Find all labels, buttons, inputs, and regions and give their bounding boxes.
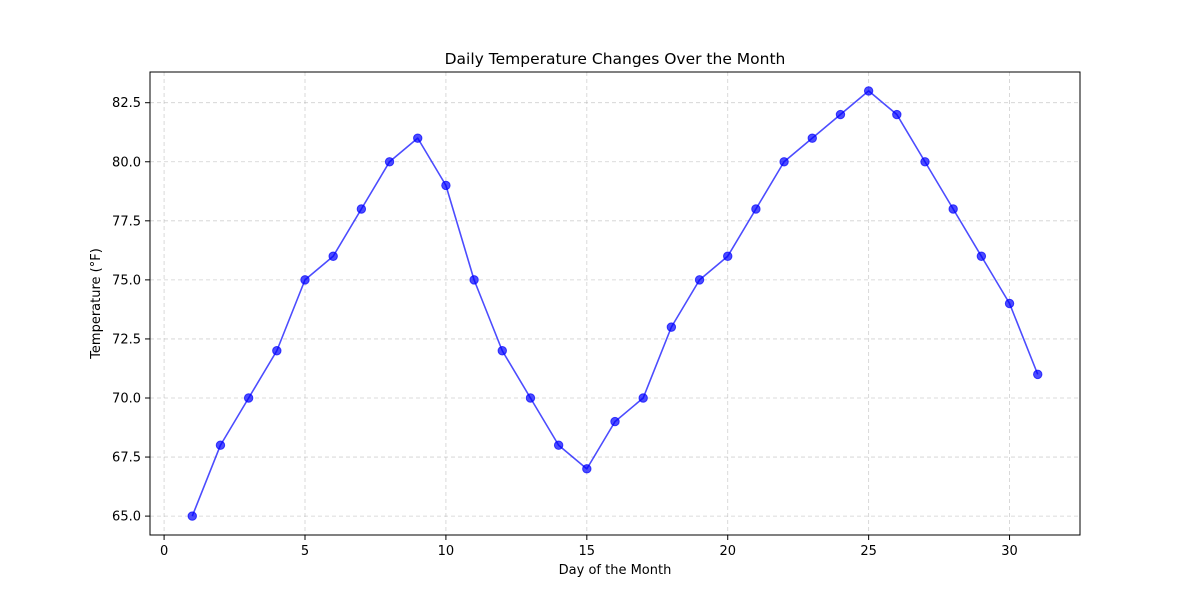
x-tick-label: 0 bbox=[160, 544, 168, 559]
data-point bbox=[948, 204, 958, 214]
data-point bbox=[553, 440, 564, 450]
series-line bbox=[191, 90, 1039, 517]
x-tick-label: 30 bbox=[1001, 544, 1018, 559]
data-point bbox=[892, 109, 902, 120]
y-tick-label: 77.5 bbox=[112, 214, 141, 229]
data-point bbox=[694, 275, 705, 285]
series-line-layer bbox=[187, 86, 1043, 521]
data-point bbox=[441, 180, 451, 191]
y-tick-label: 80.0 bbox=[112, 155, 141, 170]
data-point bbox=[835, 109, 846, 120]
data-point bbox=[469, 275, 479, 285]
y-tick-label: 65.0 bbox=[112, 510, 141, 525]
x-tick-label: 20 bbox=[719, 544, 736, 559]
data-point bbox=[384, 157, 395, 167]
data-point bbox=[863, 86, 874, 96]
data-point bbox=[610, 416, 620, 427]
data-point bbox=[328, 251, 338, 261]
data-point bbox=[413, 133, 423, 143]
data-point bbox=[779, 157, 789, 167]
data-point bbox=[1004, 298, 1015, 309]
data-point bbox=[582, 464, 592, 474]
y-axis-label: Temperature (°F) bbox=[89, 248, 104, 360]
data-point bbox=[525, 393, 536, 403]
x-tick-label: 5 bbox=[301, 544, 309, 559]
data-point bbox=[243, 393, 254, 403]
data-point bbox=[807, 133, 817, 143]
plot-area-frame bbox=[149, 71, 1081, 536]
chart-title: Daily Temperature Changes Over the Month bbox=[445, 50, 786, 68]
x-tick-label: 15 bbox=[579, 544, 596, 559]
data-point bbox=[215, 440, 226, 450]
y-axis-ticks: 65.0 67.5 70.0 72.5 75.0 77.5 80.0 82.5 bbox=[112, 96, 150, 525]
y-tick-label: 70.0 bbox=[112, 391, 141, 406]
y-tick-label: 82.5 bbox=[112, 96, 141, 111]
data-point bbox=[187, 511, 197, 521]
axes bbox=[149, 71, 1081, 536]
data-point bbox=[723, 251, 733, 261]
data-point bbox=[300, 275, 310, 285]
grid bbox=[150, 72, 1080, 535]
data-point bbox=[272, 346, 282, 356]
data-point bbox=[666, 322, 677, 332]
data-point bbox=[751, 204, 761, 214]
x-tick-label: 10 bbox=[438, 544, 455, 559]
y-tick-label: 72.5 bbox=[112, 332, 141, 347]
data-point bbox=[920, 157, 930, 167]
data-point bbox=[1033, 369, 1043, 380]
x-axis-ticks: 0 5 10 15 20 25 30 bbox=[160, 535, 1018, 559]
x-axis-label: Day of the Month bbox=[559, 563, 672, 578]
x-tick-label: 25 bbox=[860, 544, 877, 559]
y-tick-label: 75.0 bbox=[112, 273, 141, 288]
data-point bbox=[497, 346, 507, 356]
data-point bbox=[356, 204, 367, 214]
data-point bbox=[976, 251, 987, 261]
data-point bbox=[638, 393, 648, 403]
y-tick-label: 67.5 bbox=[112, 451, 141, 466]
